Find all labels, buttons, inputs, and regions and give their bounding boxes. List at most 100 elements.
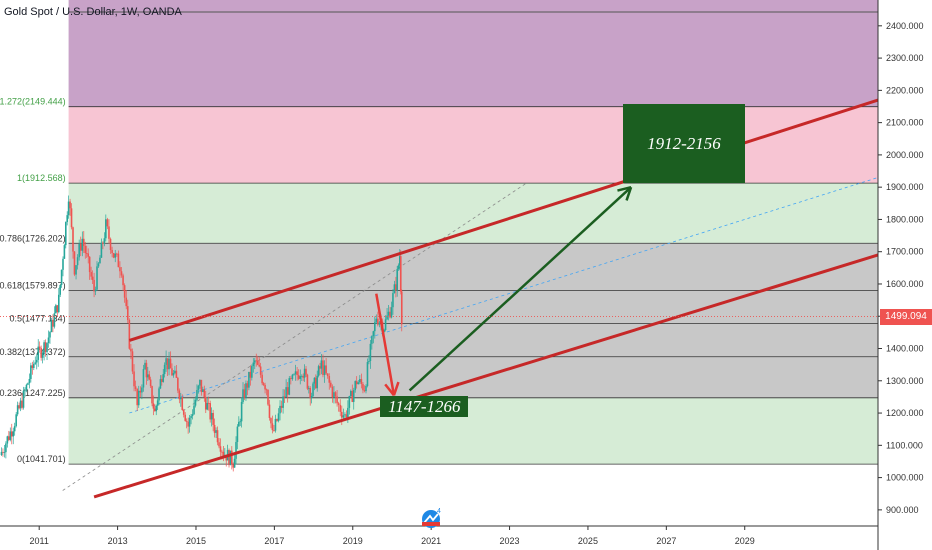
candle-body <box>294 371 297 375</box>
logo-mark <box>423 513 439 524</box>
candle-body <box>162 374 165 382</box>
candle-body <box>253 360 256 363</box>
candle-body <box>251 366 253 378</box>
fib-zone-mid <box>68 243 878 398</box>
fibonacci-zones <box>68 0 878 465</box>
candle-body <box>221 451 223 453</box>
candle-body <box>116 253 118 255</box>
channel-lower-line <box>93 253 879 499</box>
candle-body <box>256 360 259 365</box>
candle-body <box>174 370 176 374</box>
x-tick-label: 2019 <box>343 536 363 546</box>
x-axis[interactable]: 2011 2013 2015 2017 2019 2021 2023 2025 2027 2029 <box>0 525 878 546</box>
logo-number: 4 <box>437 508 441 515</box>
candle-body <box>303 368 306 378</box>
candle-body <box>67 201 70 216</box>
candle-body <box>204 397 207 410</box>
fib-label: 0.5(1477.134) <box>10 314 66 324</box>
candle-body <box>323 365 326 376</box>
candle-body <box>53 313 56 327</box>
fib-zone-bottom <box>68 397 878 465</box>
y-tick-label: 1000.000 <box>886 473 924 483</box>
candle-body <box>243 389 246 398</box>
candle-body <box>78 243 80 258</box>
candle-body <box>377 318 379 325</box>
candle-body <box>133 371 135 387</box>
candle-body <box>206 402 209 410</box>
tradingview-logo-icon: 4 <box>422 508 441 528</box>
candle-body <box>299 376 302 379</box>
up-arrow-head <box>617 185 632 192</box>
candle-body <box>16 405 19 415</box>
candle-body <box>352 390 355 402</box>
candle-body <box>344 414 346 416</box>
candle-body <box>357 382 360 385</box>
candle-body <box>355 381 358 385</box>
candle-body <box>24 390 26 392</box>
candle-body <box>131 351 134 372</box>
y-axis[interactable]: 900.000 1000.000 1100.000 1200.000 1300.000 1… <box>877 0 924 550</box>
candle-body <box>378 322 381 325</box>
candle-body <box>347 407 349 418</box>
candle-body <box>22 390 25 408</box>
candle-body <box>18 405 20 409</box>
candle-body <box>44 342 47 353</box>
candle-body <box>212 412 214 425</box>
candle-body <box>41 352 44 358</box>
x-tick-label: 2025 <box>578 536 598 546</box>
candle-body <box>397 265 400 270</box>
candle-body <box>350 390 352 397</box>
down-arrow-head <box>392 381 400 396</box>
candle-body <box>145 362 148 378</box>
candle-body <box>340 411 343 418</box>
candle-body <box>288 378 291 395</box>
candle-body <box>102 242 104 244</box>
candle-body <box>222 451 225 456</box>
fib-zone-top <box>68 0 878 107</box>
current-price-value: 1499.094 <box>885 311 927 323</box>
candle-body <box>216 430 219 443</box>
candle-body <box>399 256 401 266</box>
candle-body <box>261 374 263 384</box>
y-tick-label: 1800.000 <box>886 214 924 224</box>
guide-line <box>62 183 526 491</box>
chart-title: Gold Spot / U.S. Dollar, 1W, OANDA <box>4 6 182 18</box>
candle-body <box>106 219 109 227</box>
forecast-arrows <box>375 185 633 397</box>
y-tick-label: 2100.000 <box>886 118 924 128</box>
candle-body <box>306 374 309 389</box>
candle-body <box>31 365 34 368</box>
x-tick-label: 2021 <box>421 536 441 546</box>
candle-body <box>374 322 376 332</box>
candle-body <box>362 383 364 391</box>
candle-body <box>233 458 236 468</box>
candle-body <box>93 279 95 292</box>
candle-body <box>141 387 143 393</box>
candle-body <box>163 364 166 375</box>
candle-body <box>236 426 239 442</box>
candle-body <box>40 348 42 358</box>
candle-body <box>215 430 217 433</box>
candle-body <box>66 215 68 223</box>
candle-body <box>62 258 64 270</box>
candle-body <box>119 267 121 272</box>
candle-body <box>139 390 142 393</box>
candle-body <box>219 446 222 452</box>
candle-body <box>360 379 363 384</box>
y-tick-label: 1100.000 <box>886 440 923 450</box>
candle-body <box>231 450 233 465</box>
guide-lines <box>62 177 879 491</box>
candle-body <box>137 390 140 406</box>
candle-body <box>390 307 393 318</box>
y-tick-label: 2300.000 <box>886 53 924 63</box>
candle-body <box>218 442 220 447</box>
up-arrow <box>408 186 632 392</box>
candle-body <box>399 256 402 292</box>
fib-label: 0(1041.701) <box>17 454 66 464</box>
candle-body <box>228 449 230 466</box>
x-tick-label: 2017 <box>264 536 284 546</box>
candle-body <box>35 359 38 363</box>
candle-body <box>316 375 319 389</box>
candle-body <box>265 389 268 391</box>
